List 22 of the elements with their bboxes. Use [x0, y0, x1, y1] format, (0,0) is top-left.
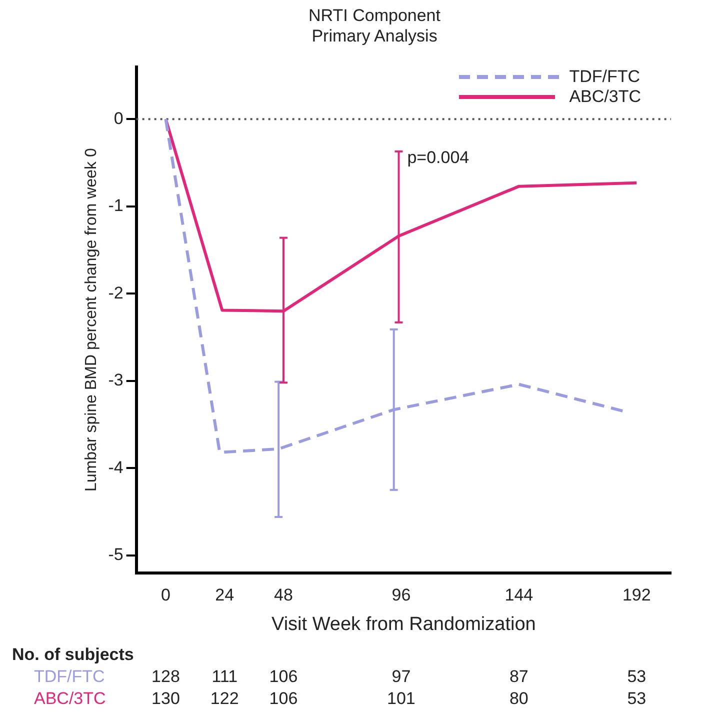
- x-tick-label: 24: [215, 586, 234, 605]
- chart-title: NRTI Component: [308, 6, 441, 25]
- text: No. of subjects: [12, 645, 134, 665]
- y-tick-label: -2: [108, 283, 124, 302]
- y-tick-label: 0: [114, 108, 124, 128]
- x-tick-label: 192: [622, 586, 651, 605]
- annotation: p=0.004: [407, 148, 470, 168]
- y-tick-label: -3: [108, 370, 124, 390]
- x-axis-title: Visit Week from Randomization: [271, 614, 536, 635]
- text: ABC/3TC 130 122 106 101 80 53: [34, 689, 646, 708]
- legend-label: TDF/FTC: [569, 66, 640, 87]
- text: TDF/FTC 128 111 106 97 87 53: [34, 667, 646, 686]
- x-tick-label: 0: [161, 586, 170, 605]
- x-tick-label: 96: [392, 586, 411, 605]
- y-tick-label: -4: [108, 458, 124, 477]
- y-tick-label: -1: [108, 196, 124, 216]
- y-tick-label: -5: [108, 545, 124, 564]
- chart-subtitle: Primary Analysis: [312, 26, 438, 46]
- x-tick-label: 48: [274, 586, 293, 605]
- legend-label: ABC/3TC: [569, 86, 641, 107]
- x-tick-label: 144: [504, 586, 534, 605]
- y-axis-title: Lumbar spine BMD percent change from week 0: [83, 148, 100, 492]
